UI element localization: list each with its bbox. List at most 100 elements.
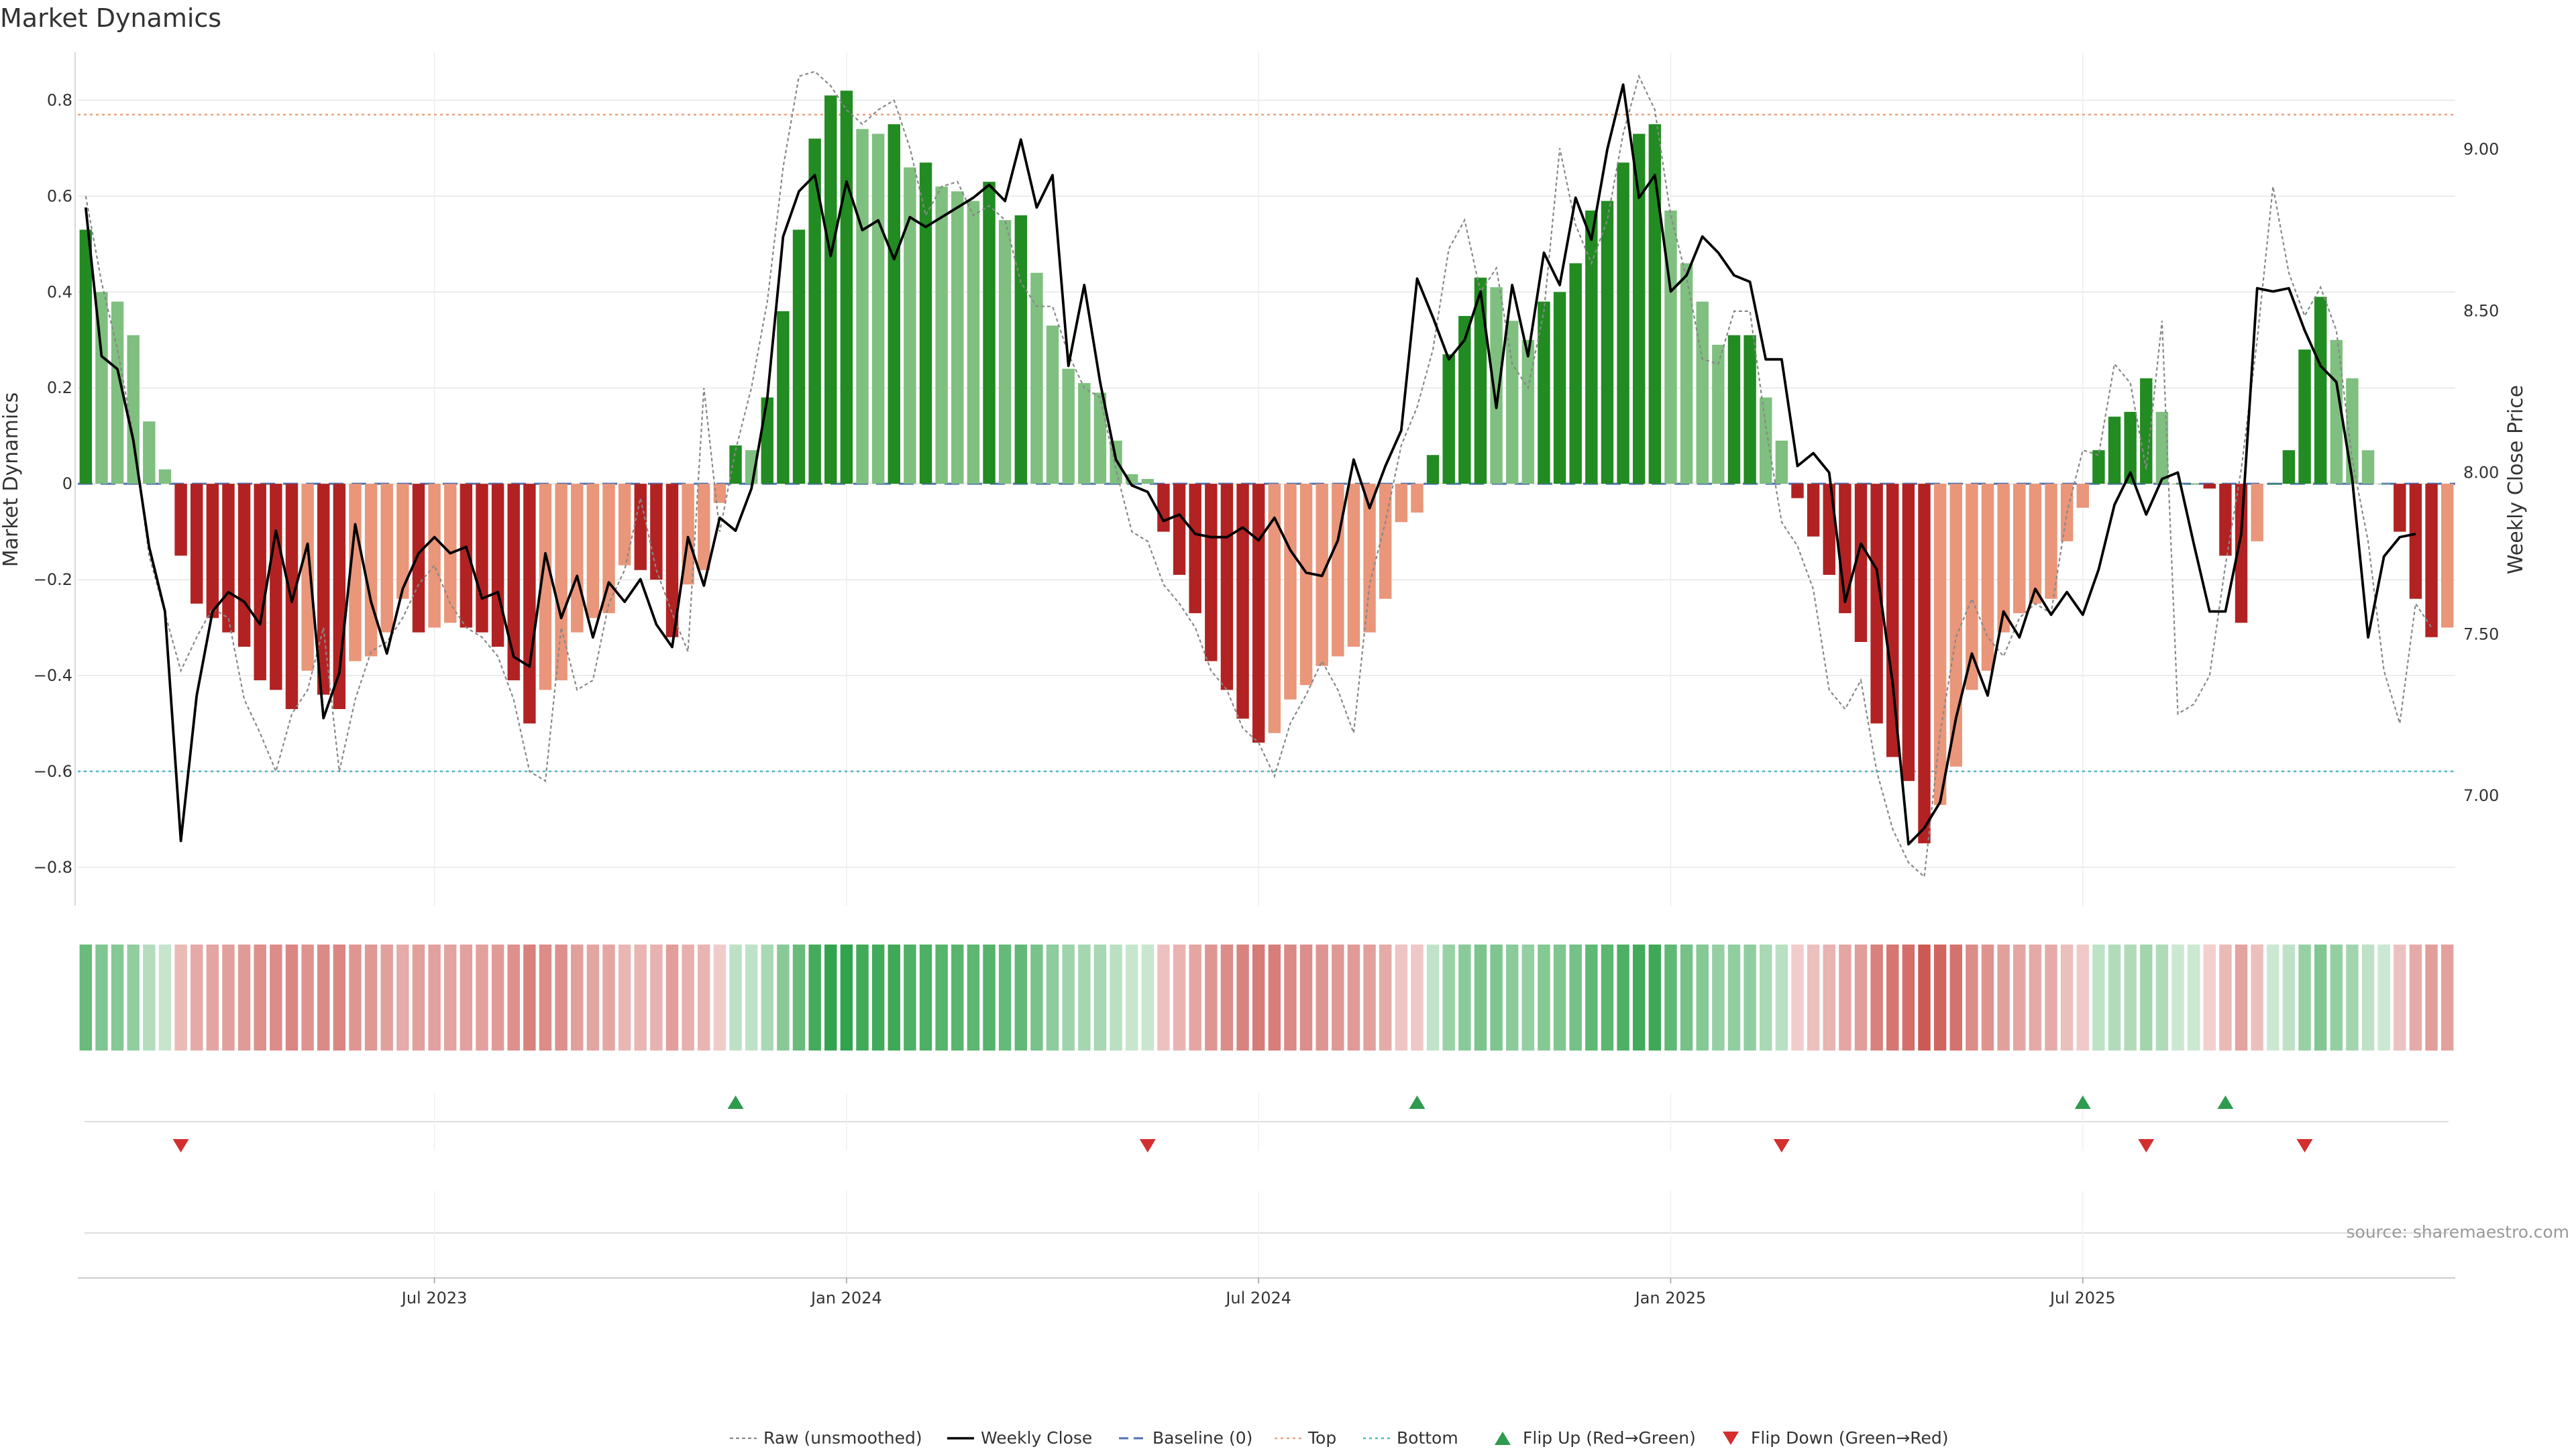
y-tick-label-left: −0.2 [34, 570, 72, 589]
heat-cell [1760, 945, 1772, 1051]
heat-cell [206, 945, 219, 1051]
bar [1458, 316, 1471, 484]
bar [1141, 479, 1155, 484]
heat-cell [2124, 945, 2137, 1051]
bar [206, 484, 219, 619]
bar [2013, 484, 2026, 614]
heat-cell [1205, 945, 1218, 1051]
y-tick-label-right: 7.50 [2463, 625, 2499, 643]
heat-cell [158, 945, 172, 1051]
heat-cell [190, 945, 203, 1051]
bar [2440, 484, 2454, 628]
heat-cell [1886, 945, 1899, 1051]
bar [983, 181, 996, 484]
heat-cell [2076, 945, 2089, 1051]
bar [143, 421, 156, 484]
heat-cell [650, 945, 663, 1051]
heat-cell [2330, 945, 2343, 1051]
bar [698, 484, 710, 570]
heat-cell [222, 945, 235, 1051]
heat-cell [143, 945, 156, 1051]
bar [1411, 484, 1424, 513]
heat-cell [2267, 945, 2279, 1051]
heat-cell [1648, 945, 1662, 1051]
heat-cell [1569, 945, 1582, 1051]
heat-cell [491, 945, 504, 1051]
bar [1426, 455, 1440, 484]
bar [428, 484, 441, 628]
bar [1299, 484, 1313, 686]
bar [1870, 484, 1883, 724]
bar [1997, 484, 2010, 633]
bar [808, 138, 821, 484]
heat-cell [1332, 945, 1344, 1051]
heat-cell [2361, 945, 2375, 1051]
heat-cell [1046, 945, 1059, 1051]
bar [111, 301, 124, 484]
bar [1252, 484, 1265, 743]
bar [1902, 484, 1915, 782]
flip-up-marker [1409, 1095, 1426, 1109]
y-tick-label-left: 0.6 [47, 186, 72, 205]
heat-cell [254, 945, 266, 1051]
heat-cell [1411, 945, 1424, 1051]
heat-cell [111, 945, 124, 1051]
heat-cell [586, 945, 600, 1051]
y-tick-label-left: 0.8 [47, 91, 72, 109]
heat-cell [2282, 945, 2296, 1051]
legend-label: Flip Up (Red→Green) [1523, 1428, 1696, 1448]
y-tick-label-left: −0.6 [34, 762, 72, 781]
heat-cell [1363, 945, 1376, 1051]
bar [1046, 325, 1059, 484]
heat-cell [967, 945, 980, 1051]
heat-cell [1727, 945, 1741, 1051]
bar [1284, 484, 1297, 700]
heat-cell [1854, 945, 1868, 1051]
bar [650, 484, 663, 580]
y-tick-label-left: 0 [62, 474, 72, 493]
legend: Raw (unsmoothed) Weekly Close Baseline (0)… [730, 1428, 1949, 1448]
heat-cell [523, 945, 536, 1051]
bar [856, 129, 869, 484]
heat-cell [1078, 945, 1091, 1051]
bar [904, 167, 916, 484]
x-tick-label: Jan 2025 [1634, 1289, 1707, 1307]
bar [380, 484, 393, 633]
heat-cell [412, 945, 425, 1051]
y-tick-label-left: 0.4 [47, 282, 72, 301]
heat-cell [380, 945, 393, 1051]
heat-cell [1981, 945, 1994, 1051]
y-tick-label-right: 8.50 [2463, 301, 2499, 320]
x-tick-label: Jan 2024 [810, 1289, 882, 1307]
bar [792, 229, 806, 484]
bar [2203, 484, 2216, 489]
bar [1601, 201, 1614, 484]
heat-cell [1490, 945, 1503, 1051]
heat-cell [2155, 945, 2169, 1051]
bar [2314, 297, 2327, 484]
legend-swatch-flip-down [1723, 1432, 1739, 1445]
heat-cell [1918, 945, 1931, 1051]
chart-title: Market Dynamics [0, 3, 221, 33]
heat-cell [396, 945, 409, 1051]
bar [840, 91, 853, 484]
source-note: source: sharemaestro.com [2347, 1222, 2570, 1242]
heat-cell [1395, 945, 1408, 1051]
bar [2140, 378, 2153, 484]
heat-cell [2108, 945, 2121, 1051]
heat-cell [713, 945, 727, 1051]
heat-cell [285, 945, 299, 1051]
bar [1442, 354, 1455, 484]
heat-cell [349, 945, 362, 1051]
legend-label: Weekly Close [981, 1428, 1092, 1448]
heat-cell [824, 945, 837, 1051]
raw-line [85, 70, 2432, 879]
heat-cell [2092, 945, 2105, 1051]
heat-cell [761, 945, 773, 1051]
bar [571, 484, 584, 633]
heat-cell [698, 945, 710, 1051]
heat-cell [1966, 945, 1978, 1051]
heat-cell [1110, 945, 1122, 1051]
legend-label: Baseline (0) [1152, 1428, 1252, 1448]
bar [523, 484, 536, 724]
